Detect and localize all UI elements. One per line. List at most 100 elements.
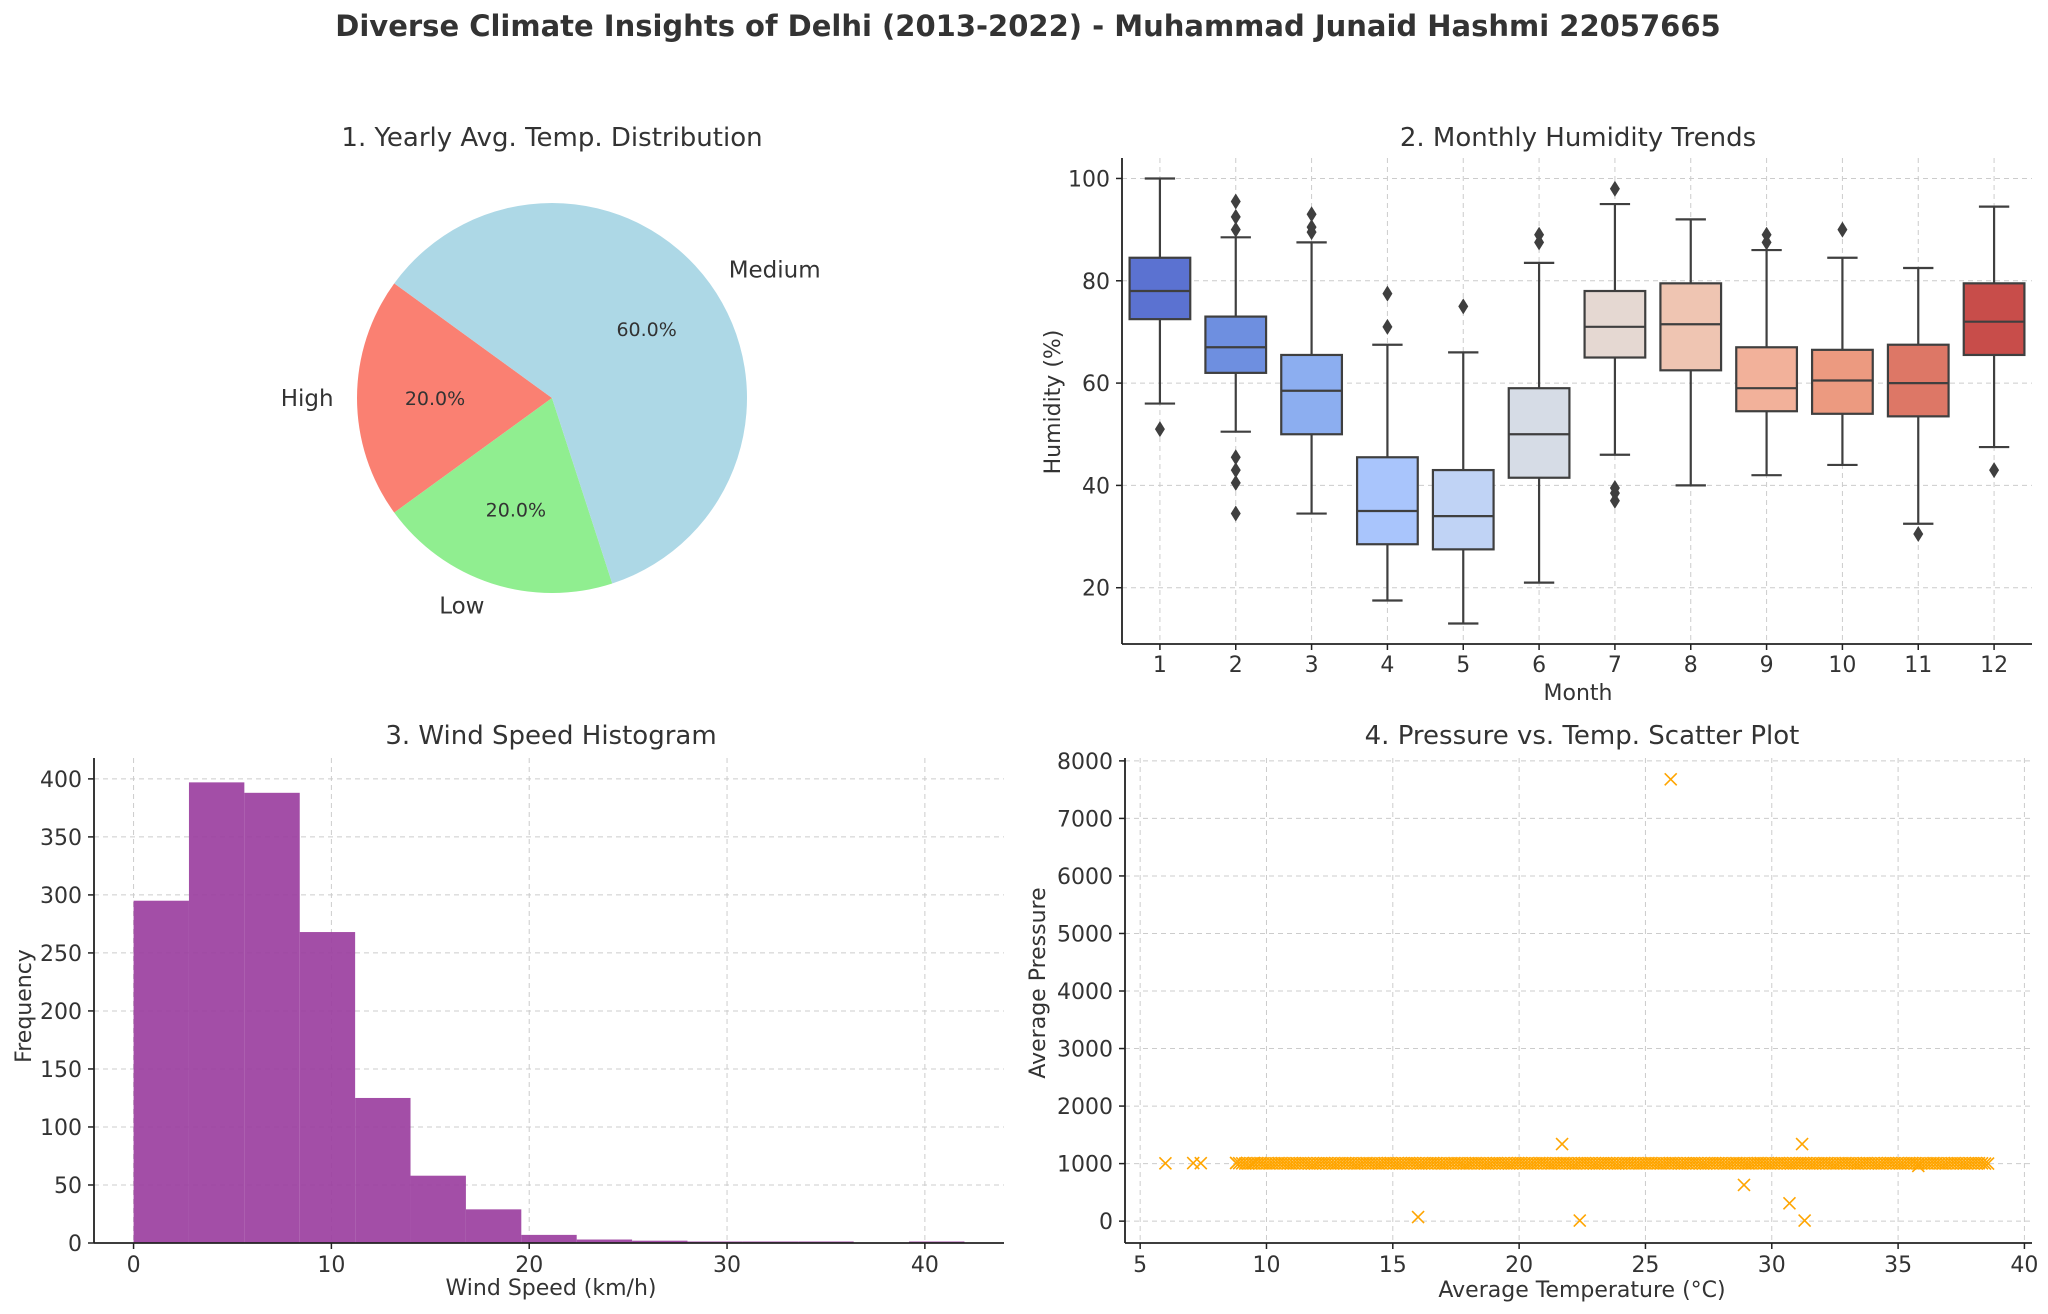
scatter-chart: 4. Pressure vs. Temp. Scatter Plot 5 10 15… (1026, 721, 2038, 1303)
hist-ytick-label: 300 (40, 884, 82, 909)
scatter-point (1795, 1137, 1809, 1151)
box-xtick-label: 3 (1305, 653, 1319, 678)
box-xtick-label: 10 (1828, 653, 1856, 678)
box-outlier (1230, 474, 1241, 491)
box-xtick-label: 4 (1380, 653, 1394, 678)
box-ytick-label: 20 (1082, 577, 1110, 602)
box-month-7 (1583, 180, 1647, 509)
box-iqr (1810, 348, 1874, 415)
box-iqr (1886, 343, 1950, 418)
pie-pct-low: 20.0% (486, 499, 546, 521)
box-outlier (1230, 505, 1241, 522)
scatter-xtick-label: 40 (2010, 1253, 2038, 1278)
hist-bar (355, 1097, 411, 1243)
hist-bar (188, 782, 245, 1243)
box-month-10 (1810, 221, 1874, 467)
scatter-ytick-label: 2000 (1057, 1095, 1113, 1120)
scatter-ytick-label: 0 (1099, 1210, 1113, 1235)
hist-bar (133, 900, 189, 1243)
hist-ytick-label: 400 (40, 768, 82, 793)
box-ytick-label: 40 (1082, 474, 1110, 499)
box-outlier (1154, 421, 1165, 438)
scatter-xtick-label: 35 (1884, 1253, 1912, 1278)
hist-bar (632, 1240, 688, 1243)
scatter-ytick-label: 3000 (1057, 1038, 1113, 1063)
pie-pct-medium: 60.0% (616, 319, 676, 341)
box-month-5 (1431, 298, 1495, 625)
box-outlier (1913, 526, 1924, 543)
box-iqr (1280, 353, 1344, 436)
hist-bar (465, 1209, 522, 1243)
scatter-xtick-label: 5 (1133, 1253, 1147, 1278)
scatter-point (1247, 1156, 1261, 1170)
box-month-1 (1128, 177, 1192, 438)
scatter-ytick-label: 5000 (1057, 922, 1113, 947)
scatter-xtick-label: 10 (1252, 1253, 1280, 1278)
box-month-9 (1735, 226, 1799, 477)
box-outlier (1761, 226, 1772, 243)
box-xtick-label: 9 (1760, 653, 1774, 678)
box-outlier (1230, 462, 1241, 479)
hist-xtick-label: 10 (317, 1253, 345, 1278)
scatter-point (1798, 1213, 1812, 1228)
box-xtick-label: 11 (1904, 653, 1932, 678)
hist-ytick-label: 0 (68, 1232, 82, 1257)
scatter-point (1782, 1196, 1797, 1210)
box-iqr (1204, 315, 1268, 374)
box-xtick-label: 6 (1532, 653, 1546, 678)
box-outlier (1382, 318, 1393, 335)
box-xtick-label: 7 (1608, 653, 1622, 678)
scatter-point (1573, 1213, 1587, 1228)
scatter-point (1978, 1156, 1992, 1171)
hist-xlabel: Wind Speed (km/h) (446, 1276, 657, 1301)
box-xtick-label: 1 (1153, 653, 1167, 678)
box-iqr (1507, 387, 1571, 479)
pie-label-low: Low (439, 594, 484, 620)
box-outlier (1609, 479, 1620, 496)
box-ytick-label: 80 (1082, 270, 1110, 295)
box-xtick-label: 2 (1229, 653, 1243, 678)
box-month-4 (1355, 285, 1419, 602)
pie-slice-low (394, 398, 613, 593)
scatter-ytick-label: 6000 (1057, 865, 1113, 890)
scatter-point (1737, 1178, 1751, 1192)
hist-ytick-label: 350 (40, 826, 82, 851)
box-outlier (1382, 285, 1393, 302)
hist-bar (244, 792, 300, 1243)
box-title: 2. Monthly Humidity Trends (1400, 123, 1756, 153)
hist-bar (299, 932, 356, 1243)
hist-xtick-label: 40 (911, 1253, 939, 1278)
box-ytick-label: 100 (1068, 167, 1110, 192)
hist-ytick-label: 150 (40, 1058, 82, 1083)
box-outlier (1306, 206, 1317, 223)
scatter-xlabel: Average Temperature (°C) (1438, 1278, 1725, 1303)
pie-slice-medium (394, 202, 748, 584)
pie-label-medium: Medium (729, 258, 821, 284)
scatter-ytick-label: 8000 (1057, 750, 1113, 775)
box-outlier (1230, 193, 1241, 210)
hist-ytick-label: 100 (40, 1116, 82, 1141)
scatter-point (1911, 1159, 1925, 1173)
box-outlier (1230, 221, 1241, 238)
box-outlier (1306, 219, 1317, 236)
box-iqr (1128, 256, 1192, 321)
pie-title: 1. Yearly Avg. Temp. Distribution (341, 123, 762, 153)
hist-xtick-label: 30 (713, 1253, 741, 1278)
scatter-title: 4. Pressure vs. Temp. Scatter Plot (1365, 721, 1800, 751)
box-ytick-label: 60 (1082, 372, 1110, 397)
hist-xtick-label: 20 (515, 1253, 543, 1278)
scatter-point (1981, 1156, 1995, 1171)
scatter-xtick-label: 15 (1379, 1253, 1407, 1278)
box-iqr (1431, 468, 1495, 551)
box-outlier (1230, 449, 1241, 466)
box-iqr (1583, 289, 1647, 359)
hist-ylabel: Frequency (12, 949, 37, 1063)
scatter-point (1411, 1210, 1425, 1224)
box-iqr (1735, 346, 1799, 413)
scatter-point (1664, 772, 1678, 786)
box-xtick-label: 12 (1980, 653, 2008, 678)
scatter-ytick-label: 7000 (1057, 807, 1113, 832)
pie-pct-high: 20.0% (405, 388, 465, 410)
hist-xtick-label: 0 (127, 1253, 141, 1278)
